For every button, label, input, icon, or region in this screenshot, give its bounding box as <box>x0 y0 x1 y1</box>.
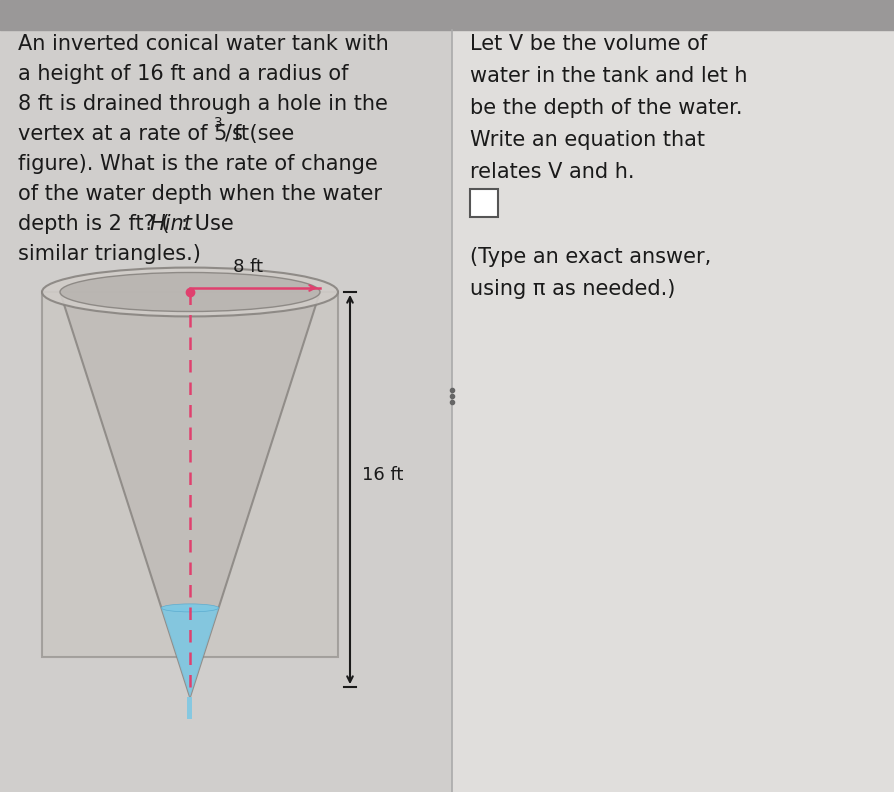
Bar <box>0 30 451 792</box>
Polygon shape <box>161 608 218 697</box>
Polygon shape <box>60 292 320 697</box>
Text: a height of 16 ft and a radius of: a height of 16 ft and a radius of <box>18 64 348 84</box>
Ellipse shape <box>161 604 218 612</box>
Text: similar triangles.): similar triangles.) <box>18 244 200 264</box>
Bar <box>451 30 894 792</box>
Text: be the depth of the water.: be the depth of the water. <box>469 98 742 118</box>
Text: vertex at a rate of 5 ft: vertex at a rate of 5 ft <box>18 124 249 144</box>
Text: /s (see: /s (see <box>224 124 294 144</box>
Text: depth is 2 ft? (: depth is 2 ft? ( <box>18 214 169 234</box>
Bar <box>0 0 894 30</box>
Text: Let V be the volume of: Let V be the volume of <box>469 34 706 54</box>
Bar <box>42 292 338 657</box>
Ellipse shape <box>42 268 338 317</box>
Text: 3: 3 <box>214 116 223 130</box>
Text: relates V and h.: relates V and h. <box>469 162 634 182</box>
Text: 16 ft: 16 ft <box>361 466 403 483</box>
Text: Hint: Hint <box>148 214 191 234</box>
Text: 8 ft: 8 ft <box>233 258 263 276</box>
Text: figure). What is the rate of change: figure). What is the rate of change <box>18 154 377 174</box>
Text: (Type an exact answer,: (Type an exact answer, <box>469 247 711 267</box>
Text: Write an equation that: Write an equation that <box>469 130 704 150</box>
Text: of the water depth when the water: of the water depth when the water <box>18 184 382 204</box>
Bar <box>469 189 497 217</box>
Ellipse shape <box>60 272 320 311</box>
Text: : Use: : Use <box>181 214 233 234</box>
Text: water in the tank and let h: water in the tank and let h <box>469 66 746 86</box>
Bar <box>187 697 192 719</box>
Text: An inverted conical water tank with: An inverted conical water tank with <box>18 34 388 54</box>
Text: 8 ft is drained through a hole in the: 8 ft is drained through a hole in the <box>18 94 387 114</box>
Text: using π as needed.): using π as needed.) <box>469 279 675 299</box>
